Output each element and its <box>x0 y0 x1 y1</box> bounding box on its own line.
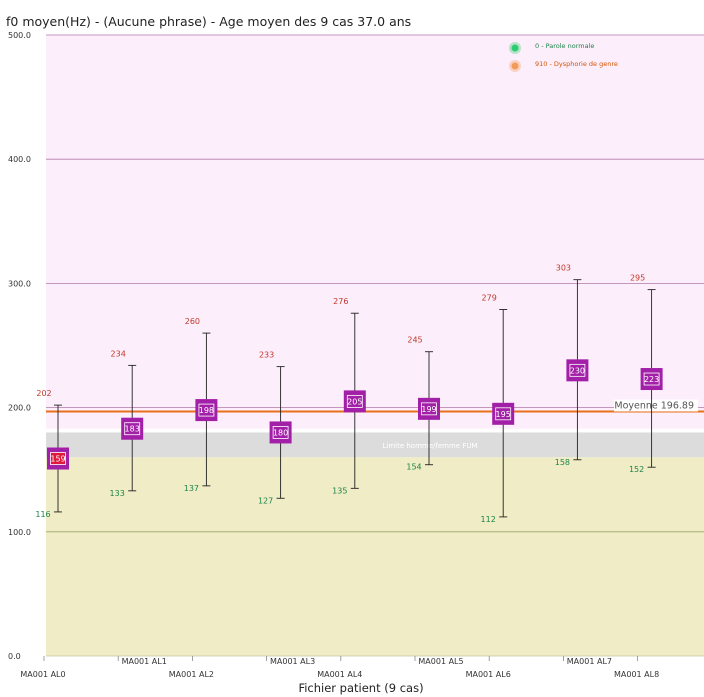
chart-title: f0 moyen(Hz) - (Aucune phrase) - Age moy… <box>6 14 411 29</box>
y-tick-label: 300.0 <box>8 279 31 288</box>
value-labels: 202 116 234 133 260 137 233 127 276 135 245 154 279 1… <box>35 264 645 524</box>
mean-value-label: 180 <box>273 428 288 437</box>
y-tick-label: 400.0 <box>8 155 31 164</box>
mean-box <box>269 421 292 444</box>
y-tick-label: 0.0 <box>8 652 21 661</box>
category-label: MA001 AL0 <box>20 670 65 679</box>
legend-marker <box>511 44 519 52</box>
max-value-label: 245 <box>407 336 422 345</box>
mean-value-label: 223 <box>644 375 659 384</box>
max-value-label: 279 <box>482 293 497 302</box>
legend: 0 - Parole normale 910 - Dysphorie de gen… <box>509 42 618 72</box>
legend-label: 910 - Dysphorie de genre <box>535 60 618 68</box>
min-value-label: 137 <box>184 484 199 493</box>
min-value-label: 154 <box>406 463 421 472</box>
category-label: MA001 AL6 <box>466 670 511 679</box>
mean-box <box>418 397 440 420</box>
mean-box <box>121 417 144 440</box>
legend-marker <box>511 62 519 70</box>
category-label: MA001 AL3 <box>270 657 315 666</box>
average-label: Moyenne 196.89 <box>614 400 694 411</box>
category-label: MA001 AL7 <box>567 657 612 666</box>
mean-value-label: 195 <box>496 410 511 419</box>
mean-value-label: 205 <box>347 397 362 406</box>
mean-value-label: 230 <box>570 366 585 375</box>
legend-label: 0 - Parole normale <box>535 42 594 50</box>
average-line-group: Moyenne 196.89 <box>46 399 704 413</box>
category-label: MA001 AL4 <box>317 670 362 679</box>
min-value-label: 135 <box>332 486 347 495</box>
mean-box <box>640 368 663 391</box>
mean-box <box>566 359 589 382</box>
average-label-bg <box>614 399 698 412</box>
band-2 <box>46 457 704 656</box>
max-value-label: 234 <box>111 349 126 358</box>
min-value-label: 152 <box>629 465 644 474</box>
band-label: Limite homme/femme FUM <box>382 442 477 450</box>
max-value-label: 233 <box>259 351 274 360</box>
y-axis-ticks: 0.0 100.0 200.0 300.0 400.0 500.0 <box>8 31 31 661</box>
mean-value-label: 199 <box>421 405 436 414</box>
max-value-label: 202 <box>36 389 51 398</box>
max-value-label: 276 <box>333 297 348 306</box>
min-value-label: 127 <box>258 496 273 505</box>
max-value-label: 260 <box>185 317 200 326</box>
max-value-label: 303 <box>556 264 571 273</box>
mean-box <box>195 399 218 422</box>
min-value-label: 158 <box>555 458 570 467</box>
category-label: MA001 AL2 <box>169 670 214 679</box>
mean-boxes: 159 183 198 180 205 199 195 230 223 <box>47 359 663 470</box>
background-bands: Limite homme/femme FUM <box>46 35 704 656</box>
mean-box <box>492 402 515 425</box>
category-label: MA001 AL1 <box>122 657 167 666</box>
y-tick-label: 200.0 <box>8 404 31 413</box>
min-value-label: 112 <box>481 515 496 524</box>
max-value-label: 295 <box>630 274 645 283</box>
mean-box-inner <box>272 426 289 439</box>
mean-box-inner <box>643 372 660 386</box>
category-label: MA001 AL5 <box>418 657 463 666</box>
mean-box-inner <box>569 363 586 377</box>
category-label: MA001 AL8 <box>614 670 659 679</box>
gridlines <box>46 34 704 657</box>
y-tick-label: 100.0 <box>8 528 31 537</box>
mean-box-inner <box>50 452 66 465</box>
mean-box-inner <box>198 403 215 417</box>
mean-value-label: 183 <box>125 425 140 434</box>
mean-box-inner <box>421 402 437 416</box>
mean-value-label: 198 <box>199 406 214 415</box>
mean-box-inner <box>495 407 512 421</box>
mean-box <box>343 390 366 413</box>
mean-value-label: 159 <box>50 455 65 464</box>
band-0 <box>46 35 704 429</box>
band-1 <box>46 432 704 458</box>
y-tick-label: 500.0 <box>8 31 31 40</box>
min-value-label: 116 <box>35 510 50 519</box>
x-axis-label: Fichier patient (9 cas) <box>298 681 423 695</box>
mean-box-inner <box>346 394 363 408</box>
mean-box-inner <box>124 422 141 436</box>
min-value-label: 133 <box>110 489 125 498</box>
